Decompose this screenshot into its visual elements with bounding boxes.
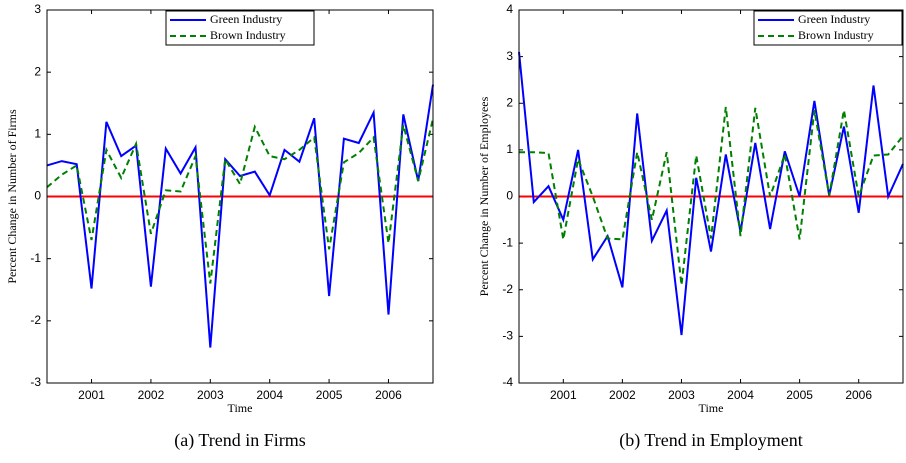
series-line [518,51,904,336]
y-axis-label: Percent Change in Number of Employees [477,96,491,296]
y-tick-label: -1 [30,251,41,265]
x-tick-label: 2006 [845,388,872,402]
x-tick-label: 2003 [197,388,224,402]
plot-frame [518,9,904,384]
series-line [46,84,434,348]
x-axis-label: Time [228,401,253,415]
legend-box [165,10,315,46]
x-tick-label: 2005 [786,388,813,402]
y-tick-label: -2 [502,282,513,296]
x-tick-label: 2002 [138,388,165,402]
x-tick-label: 2001 [550,388,577,402]
x-tick-label: 2001 [78,388,105,402]
y-tick-label: 0 [34,189,41,203]
series-line [46,118,434,284]
y-tick-label: 1 [34,127,41,141]
x-tick-label: 2004 [727,388,754,402]
caption: (b) Trend in Employment [619,430,803,451]
legend-label: Green Industry [798,12,870,26]
y-tick-label: -2 [30,313,41,327]
x-tick-label: 2003 [668,388,695,402]
y-tick-label: -4 [502,375,513,389]
legend-box [753,10,903,46]
x-tick-label: 2005 [316,388,343,402]
series-line [519,106,904,286]
x-axis-label: Time [699,401,724,415]
y-tick-label: 2 [506,95,513,109]
legend-label: Brown Industry [210,28,286,42]
plot: -3 -2 -1 0 1 2 3 2001 2002 2003 2004 2005 2006 Green … [5,2,434,451]
y-tick-label: 4 [506,2,513,16]
x-tick-label: 2002 [609,388,636,402]
plot: -4 -3 -2 -1 0 1 2 3 4 2001 2002 2003 2004 2005 2006 Gre… [477,2,904,451]
plot-frame [46,9,434,384]
y-tick-label: 2 [34,64,41,78]
legend-label: Brown Industry [798,28,874,42]
y-tick-label: -3 [502,329,513,343]
y-axis-label: Percent Change in Number of Firms [5,109,19,284]
y-tick-label: 0 [506,189,513,203]
x-tick-label: 2006 [375,388,402,402]
legend-label: Green Industry [210,12,282,26]
caption: (a) Trend in Firms [174,430,306,451]
y-tick-label: 1 [506,142,513,156]
y-tick-label: -1 [502,235,513,249]
y-tick-label: 3 [34,2,41,16]
y-tick-label: -3 [30,375,41,389]
y-tick-label: 3 [506,49,513,63]
x-tick-label: 2004 [256,388,283,402]
